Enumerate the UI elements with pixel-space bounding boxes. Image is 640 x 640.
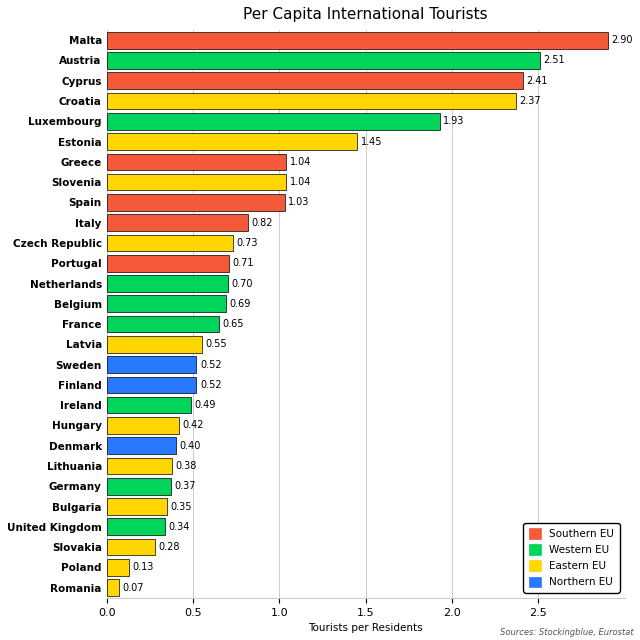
Text: 1.45: 1.45 (360, 136, 382, 147)
Text: 0.82: 0.82 (252, 218, 273, 228)
Text: 0.34: 0.34 (169, 522, 190, 532)
Text: 1.04: 1.04 (290, 157, 311, 167)
Text: Sources: Stockingblue, Eurostat: Sources: Stockingblue, Eurostat (500, 628, 634, 637)
Text: 2.37: 2.37 (520, 96, 541, 106)
Text: 0.49: 0.49 (195, 400, 216, 410)
Bar (107, 316, 219, 332)
Legend: Southern EU, Western EU, Eastern EU, Northern EU: Southern EU, Western EU, Eastern EU, Nor… (524, 523, 620, 593)
Text: 1.03: 1.03 (288, 197, 309, 207)
Text: 2.90: 2.90 (611, 35, 632, 45)
Bar (107, 32, 607, 49)
Text: 0.42: 0.42 (182, 420, 204, 431)
Text: 0.71: 0.71 (233, 258, 254, 268)
Text: 0.13: 0.13 (132, 563, 154, 572)
Bar (107, 518, 165, 535)
Bar (107, 437, 176, 454)
Bar (107, 478, 171, 495)
Bar (107, 376, 196, 393)
Text: 0.65: 0.65 (222, 319, 244, 329)
Bar (107, 52, 540, 68)
Text: 0.52: 0.52 (200, 360, 221, 370)
Text: 1.93: 1.93 (444, 116, 465, 126)
Text: 0.40: 0.40 (179, 441, 200, 451)
Bar (107, 194, 285, 211)
Bar (107, 275, 228, 292)
Text: 0.70: 0.70 (231, 278, 253, 289)
Text: 1.04: 1.04 (290, 177, 311, 187)
Text: 0.07: 0.07 (122, 582, 144, 593)
Bar (107, 235, 233, 252)
Bar (107, 579, 119, 596)
Bar (107, 296, 226, 312)
Text: 0.28: 0.28 (159, 542, 180, 552)
Text: 0.55: 0.55 (205, 339, 227, 349)
Bar (107, 255, 229, 271)
X-axis label: Tourists per Residents: Tourists per Residents (308, 623, 423, 633)
Bar (107, 559, 129, 575)
Bar (107, 458, 172, 474)
Bar (107, 174, 286, 191)
Title: Per Capita International Tourists: Per Capita International Tourists (243, 7, 488, 22)
Bar (107, 417, 179, 434)
Text: 0.35: 0.35 (171, 502, 192, 511)
Text: 0.73: 0.73 (236, 238, 258, 248)
Text: 0.52: 0.52 (200, 380, 221, 390)
Bar (107, 113, 440, 130)
Text: 2.41: 2.41 (526, 76, 548, 86)
Text: 0.38: 0.38 (176, 461, 197, 471)
Bar (107, 336, 202, 353)
Text: 2.51: 2.51 (543, 56, 565, 65)
Bar (107, 498, 167, 515)
Bar (107, 214, 248, 231)
Bar (107, 356, 196, 373)
Bar (107, 397, 191, 413)
Bar (107, 539, 155, 556)
Bar (107, 133, 357, 150)
Bar (107, 93, 516, 109)
Bar (107, 72, 523, 89)
Text: 0.69: 0.69 (229, 299, 251, 308)
Bar (107, 154, 286, 170)
Text: 0.37: 0.37 (174, 481, 196, 492)
